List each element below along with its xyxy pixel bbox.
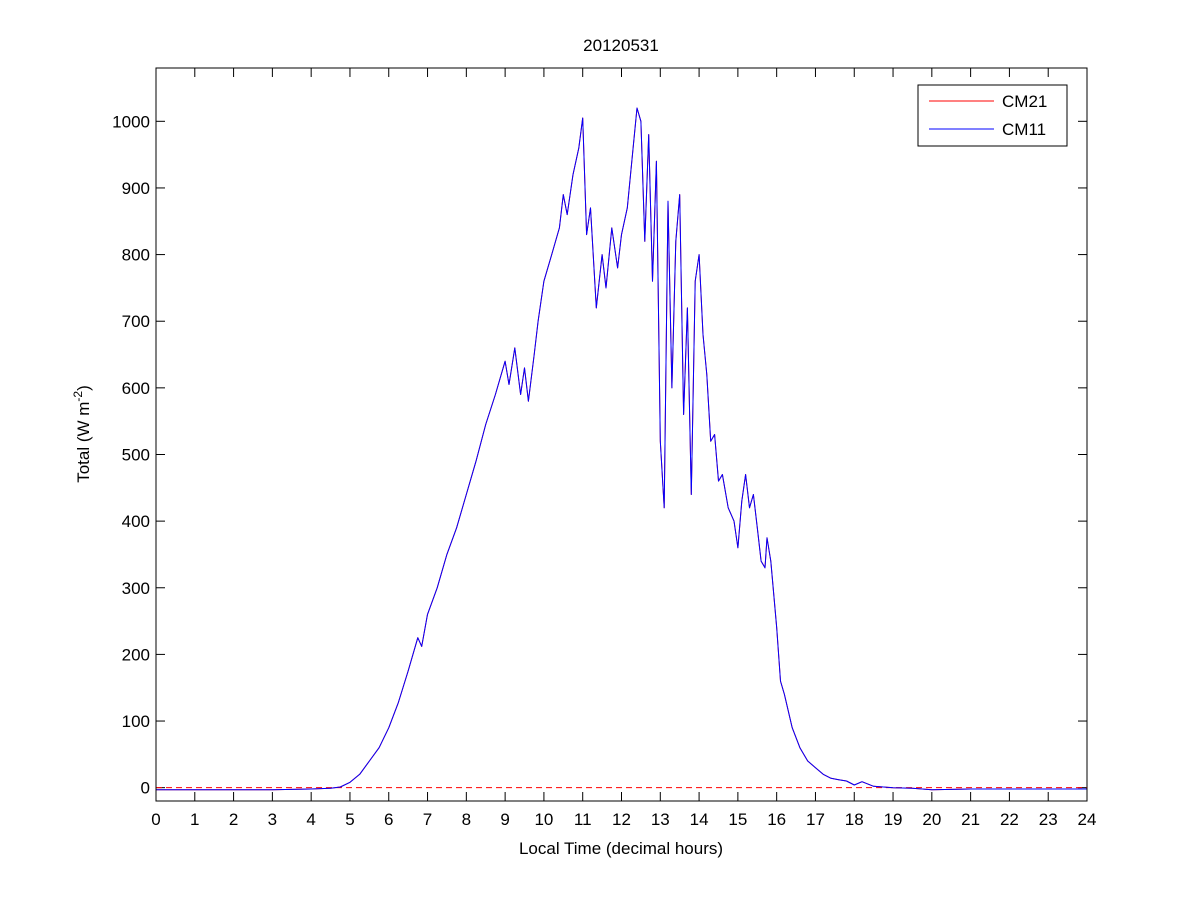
y-tick-label: 1000 bbox=[112, 112, 150, 131]
x-tick-label: 14 bbox=[690, 810, 709, 829]
plot-frame bbox=[155, 67, 1088, 802]
x-tick-label: 1 bbox=[190, 810, 199, 829]
x-tick-label: 21 bbox=[961, 810, 980, 829]
plot-area bbox=[156, 68, 1087, 801]
x-tick-label: 17 bbox=[806, 810, 825, 829]
series-line-cm11 bbox=[156, 107, 1087, 791]
x-tick-label: 23 bbox=[1039, 810, 1058, 829]
x-tick-label: 6 bbox=[384, 810, 393, 829]
y-tick-label: 400 bbox=[122, 512, 150, 531]
legend-box bbox=[917, 84, 1068, 147]
x-tick-label: 16 bbox=[767, 810, 786, 829]
x-tick-label: 11 bbox=[574, 810, 592, 829]
x-tick-label: 20 bbox=[922, 810, 941, 829]
axis-ticks: 0 1 2 3 4 5 6 7 8 9 10 11 12 13 14 15 16 17 18 19 20 21 22 23 24… bbox=[112, 68, 1096, 829]
x-tick-label: 2 bbox=[229, 810, 238, 829]
x-tick-label: 15 bbox=[728, 810, 747, 829]
legend: CM21 CM11 bbox=[917, 84, 1068, 147]
x-tick-label: 22 bbox=[1000, 810, 1019, 829]
y-tick-label: 800 bbox=[122, 246, 150, 265]
x-tick-label: 12 bbox=[612, 810, 631, 829]
x-axis-label: Local Time (decimal hours) bbox=[519, 839, 723, 858]
x-tick-label: 0 bbox=[151, 810, 160, 829]
x-tick-label: 8 bbox=[462, 810, 471, 829]
x-tick-label: 3 bbox=[268, 810, 277, 829]
series-lines bbox=[156, 107, 1087, 791]
legend-label-cm21: CM21 bbox=[1002, 92, 1047, 111]
x-tick-label: 18 bbox=[845, 810, 864, 829]
y-tick-label: 500 bbox=[122, 445, 150, 464]
x-tick-label: 19 bbox=[884, 810, 903, 829]
y-tick-label: 600 bbox=[122, 379, 150, 398]
y-tick-label: 900 bbox=[122, 179, 150, 198]
x-tick-label: 4 bbox=[306, 810, 315, 829]
y-axis-label: Total (W m-2) bbox=[71, 385, 93, 483]
y-tick-label: 700 bbox=[122, 312, 150, 331]
legend-label-cm11: CM11 bbox=[1002, 120, 1046, 139]
y-axis-label-superscript: -2 bbox=[71, 391, 85, 402]
chart-title: 20120531 bbox=[583, 36, 659, 55]
x-tick-label: 24 bbox=[1078, 810, 1097, 829]
x-tick-label: 10 bbox=[534, 810, 553, 829]
y-tick-label: 300 bbox=[122, 579, 150, 598]
x-tick-label: 9 bbox=[500, 810, 509, 829]
x-tick-label: 5 bbox=[345, 810, 354, 829]
y-tick-label: 0 bbox=[141, 779, 150, 798]
x-tick-label: 7 bbox=[423, 810, 432, 829]
y-axis-label-main: Total (W m bbox=[74, 402, 93, 483]
y-tick-label: 100 bbox=[122, 712, 150, 731]
y-tick-label: 200 bbox=[122, 645, 150, 664]
x-tick-label: 13 bbox=[651, 810, 670, 829]
y-axis-label-close: ) bbox=[74, 385, 93, 391]
